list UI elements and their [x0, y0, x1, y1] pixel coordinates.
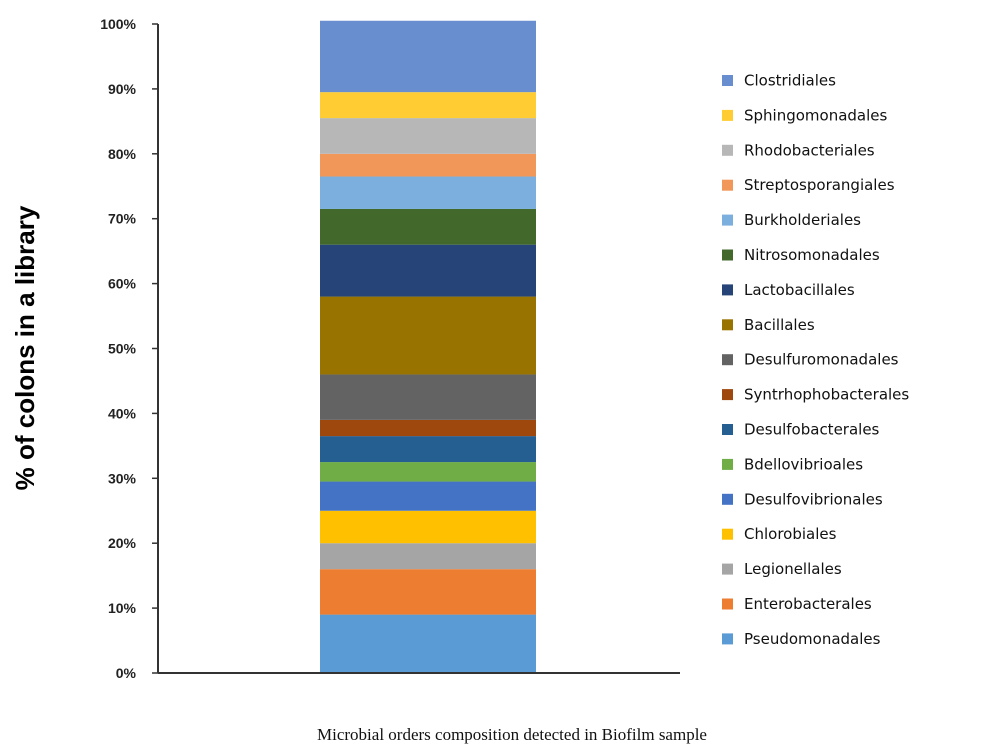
x-axis-caption: Microbial orders composition detected in…: [317, 725, 707, 744]
legend-label: Desulfovibrionales: [744, 490, 883, 508]
bar-segment-streptosporangiales: [320, 153, 536, 177]
legend-label: Legionellales: [744, 560, 842, 578]
bar-segment-syntrhophobacterales: [320, 419, 536, 437]
bar-segment-nitrosomonadales: [320, 208, 536, 245]
legend: Clostridiales Sphingomonadales Rhodobacter…: [722, 72, 909, 648]
legend-label: Sphingomonadales: [744, 106, 888, 124]
legend-label: Streptosporangiales: [744, 176, 895, 194]
y-tick-label: 30%: [108, 470, 137, 486]
legend-swatch: [722, 598, 733, 610]
legend-swatch: [722, 109, 733, 121]
legend-swatch: [722, 354, 733, 366]
legend-label: Chlorobiales: [744, 525, 837, 543]
y-tick-label: 90%: [108, 81, 137, 97]
legend-swatch: [722, 249, 733, 261]
bar-segment-legionellales: [320, 543, 536, 570]
y-axis-title: % of colons in a library: [10, 205, 40, 490]
bar-segment-desulfovibrionales: [320, 481, 536, 511]
legend-label: Pseudomonadales: [744, 630, 881, 648]
legend-label: Clostridiales: [744, 72, 836, 90]
legend-label: Burkholderiales: [744, 211, 861, 229]
legend-swatch: [722, 284, 733, 296]
legend-label: Bacillales: [744, 316, 815, 334]
legend-swatch: [722, 633, 733, 645]
legend-swatch: [722, 319, 733, 331]
legend-label: Lactobacillales: [744, 281, 855, 299]
y-tick-label: 20%: [108, 535, 137, 551]
bar-segment-sphingomonadales: [320, 92, 536, 119]
y-tick-label: 60%: [108, 276, 137, 292]
bar-segment-lactobacillales: [320, 244, 536, 297]
bar-segment-enterobacterales: [320, 569, 536, 615]
legend-swatch: [722, 75, 733, 86]
y-tick-label: 40%: [108, 405, 137, 421]
bar-segment-clostridiales: [320, 20, 536, 93]
bar-segment-desulfuromonadales: [320, 374, 536, 420]
legend-label: Desulfobacterales: [744, 421, 880, 439]
y-tick-label: 70%: [108, 211, 137, 227]
y-tick-label: 50%: [108, 341, 137, 357]
legend-label: Syntrhophobacterales: [744, 386, 909, 404]
bar-segment-desulfobacterales: [320, 436, 536, 463]
bar-segment-burkholderiales: [320, 176, 536, 209]
legend-label: Rhodobacteriales: [744, 141, 875, 159]
legend-swatch: [722, 214, 733, 226]
y-tick-label: 0%: [116, 665, 137, 681]
legend-swatch: [722, 493, 733, 505]
legend-label: Bdellovibrioales: [744, 455, 863, 473]
bar-segment-chlorobiales: [320, 510, 536, 544]
y-axis-ticks: 0% 10% 20% 30% 40% 50% 60% 70% 80% 90% 100%: [100, 16, 158, 681]
bar-segment-bdellovibrioales: [320, 462, 536, 482]
legend-label: Enterobacterales: [744, 595, 872, 613]
legend-swatch: [722, 424, 733, 435]
bar-segment-rhodobacteriales: [320, 118, 536, 154]
stacked-bar: [320, 20, 536, 673]
legend-swatch: [722, 389, 733, 401]
legend-label: Nitrosomonadales: [744, 246, 880, 264]
legend-swatch: [722, 179, 733, 191]
legend-swatch: [722, 458, 733, 470]
legend-swatch: [722, 144, 733, 156]
legend-swatch: [722, 563, 733, 575]
bar-segment-pseudomonadales: [320, 614, 536, 673]
legend-label: Desulfuromonadales: [744, 351, 899, 369]
y-tick-label: 10%: [108, 600, 137, 616]
bar-segment-bacillales: [320, 296, 536, 375]
y-tick-label: 100%: [100, 16, 136, 32]
legend-swatch: [722, 528, 733, 540]
y-tick-label: 80%: [108, 146, 137, 162]
